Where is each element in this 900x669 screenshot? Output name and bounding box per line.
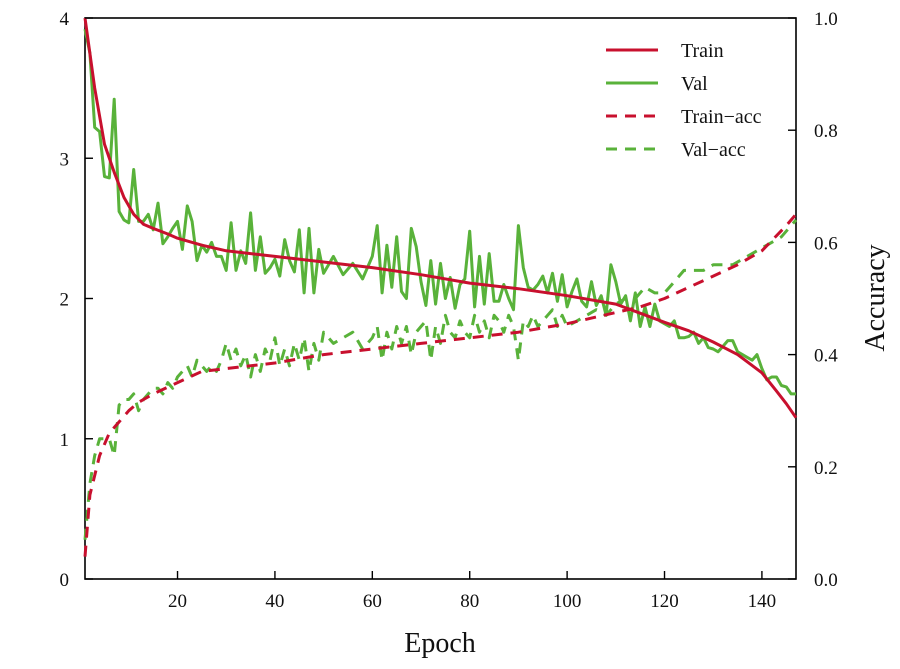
y2-tick-label: 0.6 (814, 233, 838, 254)
y-tick-label: 1 (60, 430, 70, 451)
legend-label-1: Val (681, 73, 708, 95)
y2-tick-label: 0.8 (814, 121, 838, 142)
y2-axis-title: Accuracy (860, 244, 891, 351)
legend: Train Val Train−acc Val−acc (606, 40, 762, 161)
x-tick-label: 140 (748, 591, 777, 612)
plot-frame (84, 17, 797, 580)
x-tick-label: 80 (460, 591, 479, 612)
legend-label-2: Train−acc (681, 106, 762, 128)
series-line-1 (83, 28, 796, 396)
legend-label-3: Val−acc (681, 139, 746, 161)
x-tick-label: 100 (553, 591, 582, 612)
x-tick-label: 60 (363, 591, 382, 612)
x-axis-title: Epoch (404, 628, 476, 659)
y-tick-label: 0 (60, 570, 70, 591)
y-axis-left: 0 1 2 3 4 (60, 9, 93, 591)
series-line-0 (83, 17, 798, 419)
y2-tick-label: 0.0 (814, 570, 838, 591)
y-axis-right: 0.0 0.2 0.4 0.6 0.8 1.0 (788, 9, 838, 591)
y2-tick-label: 0.2 (814, 458, 838, 479)
x-axis: 20 40 60 80 100 120 140 (168, 571, 776, 612)
y-tick-label: 4 (60, 9, 70, 30)
y2-tick-label: 0.4 (814, 346, 838, 367)
y-tick-label: 3 (60, 149, 70, 170)
y2-tick-label: 1.0 (814, 9, 838, 30)
y-tick-label: 2 (60, 290, 70, 311)
series-line-2 (83, 213, 798, 557)
series-line-3 (83, 219, 798, 540)
x-tick-label: 40 (265, 591, 284, 612)
series-lines (83, 17, 798, 557)
x-tick-label: 120 (650, 591, 679, 612)
x-tick-label: 20 (168, 591, 187, 612)
legend-label-0: Train (681, 40, 724, 62)
